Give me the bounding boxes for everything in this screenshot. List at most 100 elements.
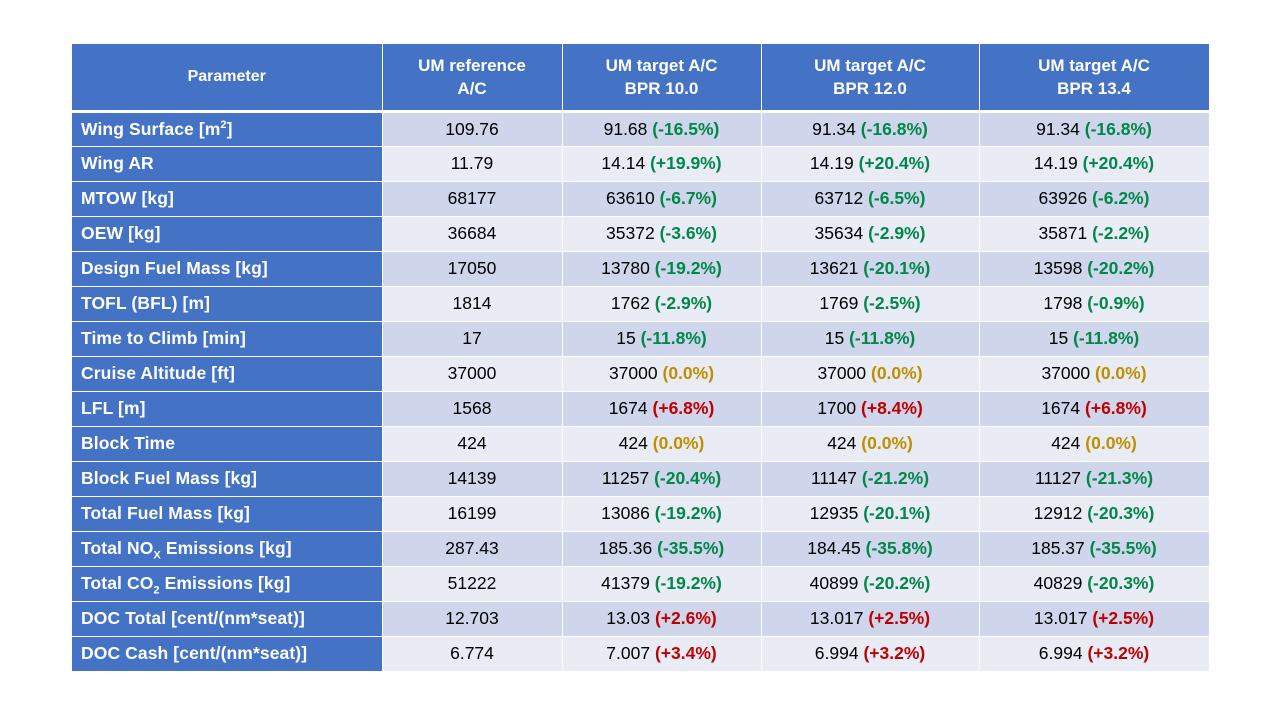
target-value: 12912	[1033, 503, 1083, 523]
superscript: 2	[220, 118, 227, 131]
target-value-cell: 1674 (+6.8%)	[979, 391, 1210, 427]
percent-change: (+3.4%)	[654, 643, 717, 663]
parameter-label: LFL [m]	[81, 398, 146, 418]
target-value: 185.36	[598, 538, 653, 558]
target-value: 35372	[606, 223, 655, 243]
comparison-table: Parameter UM reference A/C UM target A/C BPR…	[72, 44, 1210, 672]
target-value: 424	[618, 433, 648, 453]
reference-value-cell: 109.76	[382, 111, 563, 147]
target-value: 37000	[817, 363, 867, 383]
parameter-cell: Wing Surface [m2]	[72, 111, 383, 147]
target-value: 41379	[601, 573, 650, 593]
percent-change: (-2.2%)	[1092, 223, 1150, 243]
reference-value-cell: 36684	[382, 216, 563, 252]
target-value: 1674	[608, 398, 648, 418]
target-value: 14.19	[1033, 153, 1078, 173]
table-row: DOC Cash [cent/(nm*seat)] 6.774 7.007 (+3.…	[72, 636, 1210, 672]
header-line-2: BPR 13.4	[1057, 78, 1131, 98]
percent-change: (-35.5%)	[1089, 538, 1157, 558]
target-value: 91.68	[603, 118, 648, 139]
percent-change: (-2.5%)	[863, 293, 921, 313]
table-row: Wing Surface [m2] 109.76 91.68 (-16.5%) 91.…	[72, 111, 1210, 147]
target-value-cell: 424 (0.0%)	[979, 426, 1210, 462]
percent-change: (0.0%)	[1085, 433, 1137, 453]
percent-change: (+6.8%)	[1085, 398, 1147, 418]
target-value: 91.34	[812, 118, 856, 139]
parameter-cell: TOFL (BFL) [m]	[72, 286, 383, 322]
target-value: 63926	[1038, 188, 1088, 208]
target-value: 13621	[809, 258, 859, 278]
percent-change: (+3.2%)	[863, 643, 926, 663]
percent-change: (-11.8%)	[640, 328, 707, 348]
parameter-label: Total NO	[81, 538, 154, 558]
target-value: 15	[616, 328, 636, 348]
target-value: 15	[824, 328, 845, 348]
percent-change: (-3.6%)	[659, 223, 717, 243]
table-row: Cruise Altitude [ft] 37000 37000 (0.0%) 370…	[72, 356, 1210, 392]
percent-change: (+2.5%)	[868, 608, 931, 628]
target-value: 14.19	[809, 153, 854, 173]
reference-value-cell: 14139	[382, 461, 563, 497]
percent-change: (0.0%)	[871, 363, 923, 383]
parameter-cell: Block Time	[72, 426, 383, 462]
percent-change: (-19.2%)	[654, 573, 722, 593]
reference-value-cell: 51222	[382, 566, 563, 602]
target-value: 40829	[1033, 573, 1083, 593]
target-value: 37000	[1041, 363, 1091, 383]
table-row: OEW [kg] 36684 35372 (-3.6%) 35634 (-2.9%) 3…	[72, 216, 1210, 252]
target-value: 63712	[814, 188, 864, 208]
target-value-cell: 37000 (0.0%)	[562, 356, 762, 392]
target-value-cell: 40829 (-20.3%)	[979, 566, 1210, 602]
percent-change: (-20.2%)	[1087, 258, 1155, 278]
percent-change: (-11.8%)	[849, 328, 916, 348]
column-header-1: UM reference A/C	[382, 44, 563, 113]
target-value: 13598	[1033, 258, 1083, 278]
target-value-cell: 15 (-11.8%)	[562, 321, 762, 357]
percent-change: (-16.8%)	[1084, 118, 1152, 139]
header-line-1: UM target A/C	[605, 55, 718, 75]
table-row: Wing AR 11.79 14.14 (+19.9%) 14.19 (+20.4%)…	[72, 146, 1210, 182]
target-value: 1762	[610, 293, 650, 313]
target-value: 40899	[809, 573, 859, 593]
target-value-cell: 35871 (-2.2%)	[979, 216, 1210, 252]
target-value: 6.994	[814, 643, 859, 663]
parameter-cell: OEW [kg]	[72, 216, 383, 252]
target-value: 14.14	[601, 153, 646, 173]
header-line-2: BPR 12.0	[833, 78, 907, 98]
target-value: 35634	[814, 223, 864, 243]
target-value: 1674	[1041, 398, 1081, 418]
target-value-cell: 6.994 (+3.2%)	[761, 636, 980, 672]
percent-change: (-35.5%)	[657, 538, 725, 558]
percent-change: (+2.6%)	[654, 608, 717, 628]
target-value-cell: 184.45 (-35.8%)	[761, 531, 980, 567]
target-value-cell: 13086 (-19.2%)	[562, 496, 762, 532]
header-line-1: UM target A/C	[814, 55, 926, 75]
reference-value-cell: 17050	[382, 251, 563, 287]
table-body: Wing Surface [m2] 109.76 91.68 (-16.5%) 91.…	[72, 111, 1210, 672]
parameter-cell: MTOW [kg]	[72, 181, 383, 217]
target-value: 13.03	[606, 608, 651, 628]
target-value-cell: 6.994 (+3.2%)	[979, 636, 1210, 672]
reference-value-cell: 1568	[382, 391, 563, 427]
percent-change: (-6.2%)	[1092, 188, 1150, 208]
parameter-cell: Total Fuel Mass [kg]	[72, 496, 383, 532]
reference-value-cell: 11.79	[382, 146, 563, 182]
parameter-cell: DOC Cash [cent/(nm*seat)]	[72, 636, 383, 672]
header-line-1: UM target A/C	[1038, 55, 1150, 75]
percent-change: (-21.2%)	[861, 468, 930, 488]
target-value: 35871	[1038, 223, 1088, 243]
header-line-1: UM reference	[418, 55, 526, 75]
target-value-cell: 13621 (-20.1%)	[761, 251, 980, 287]
target-value-cell: 11147 (-21.2%)	[761, 461, 980, 497]
parameter-cell: Total NOX Emissions [kg]	[72, 531, 383, 567]
parameter-cell: DOC Total [cent/(nm*seat)]	[72, 601, 383, 637]
percent-change: (-0.9%)	[1087, 293, 1145, 313]
parameter-cell: Total CO2 Emissions [kg]	[72, 566, 383, 602]
reference-value-cell: 37000	[382, 356, 563, 392]
parameter-label: Total CO	[81, 573, 154, 593]
target-value: 1798	[1043, 293, 1083, 313]
target-value: 12935	[809, 503, 859, 523]
target-value-cell: 1762 (-2.9%)	[562, 286, 762, 322]
percent-change: (-20.4%)	[654, 468, 722, 488]
parameter-cell: LFL [m]	[72, 391, 383, 427]
